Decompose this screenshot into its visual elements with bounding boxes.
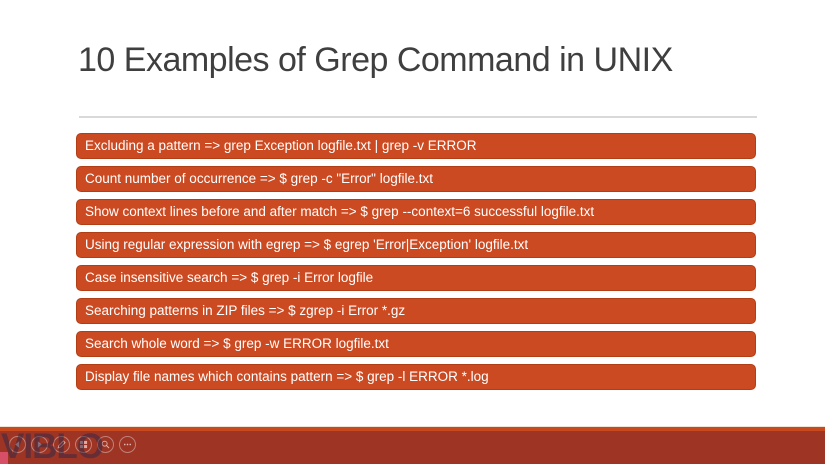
grep-example-bar: Using regular expression with egrep => $… bbox=[76, 232, 756, 258]
see-all-slides-button[interactable] bbox=[75, 436, 92, 453]
ellipsis-icon bbox=[122, 439, 133, 450]
grep-example-bar: Count number of occurrence => $ grep -c … bbox=[76, 166, 756, 192]
footer-accent-line bbox=[0, 427, 825, 431]
grep-example-bar: Show context lines before and after matc… bbox=[76, 199, 756, 225]
title-divider bbox=[79, 116, 757, 118]
grep-example-bar: Display file names which contains patter… bbox=[76, 364, 756, 390]
slideshow-controls bbox=[9, 436, 136, 453]
grep-example-bar: Search whole word => $ grep -w ERROR log… bbox=[76, 331, 756, 357]
right-arrow-icon bbox=[34, 439, 45, 450]
pen-tool-button[interactable] bbox=[53, 436, 70, 453]
next-slide-button[interactable] bbox=[31, 436, 48, 453]
previous-slide-button[interactable] bbox=[9, 436, 26, 453]
grid-icon bbox=[78, 439, 89, 450]
presentation-footer: VIBLO bbox=[0, 426, 825, 464]
footer-edge-line bbox=[0, 426, 825, 427]
grep-example-bar: Searching patterns in ZIP files => $ zgr… bbox=[76, 298, 756, 324]
grep-example-bar: Case insensitive search => $ grep -i Err… bbox=[76, 265, 756, 291]
zoom-button[interactable] bbox=[97, 436, 114, 453]
left-arrow-icon bbox=[12, 439, 23, 450]
pen-icon bbox=[56, 439, 67, 450]
footer-bar: VIBLO bbox=[0, 427, 825, 464]
viblo-logo-fragment bbox=[0, 452, 8, 464]
more-options-button[interactable] bbox=[119, 436, 136, 453]
grep-example-bar: Excluding a pattern => grep Exception lo… bbox=[76, 133, 756, 159]
magnifier-icon bbox=[100, 439, 111, 450]
grep-examples-list: Excluding a pattern => grep Exception lo… bbox=[76, 133, 756, 390]
slide-title: 10 Examples of Grep Command in UNIX bbox=[78, 41, 673, 79]
